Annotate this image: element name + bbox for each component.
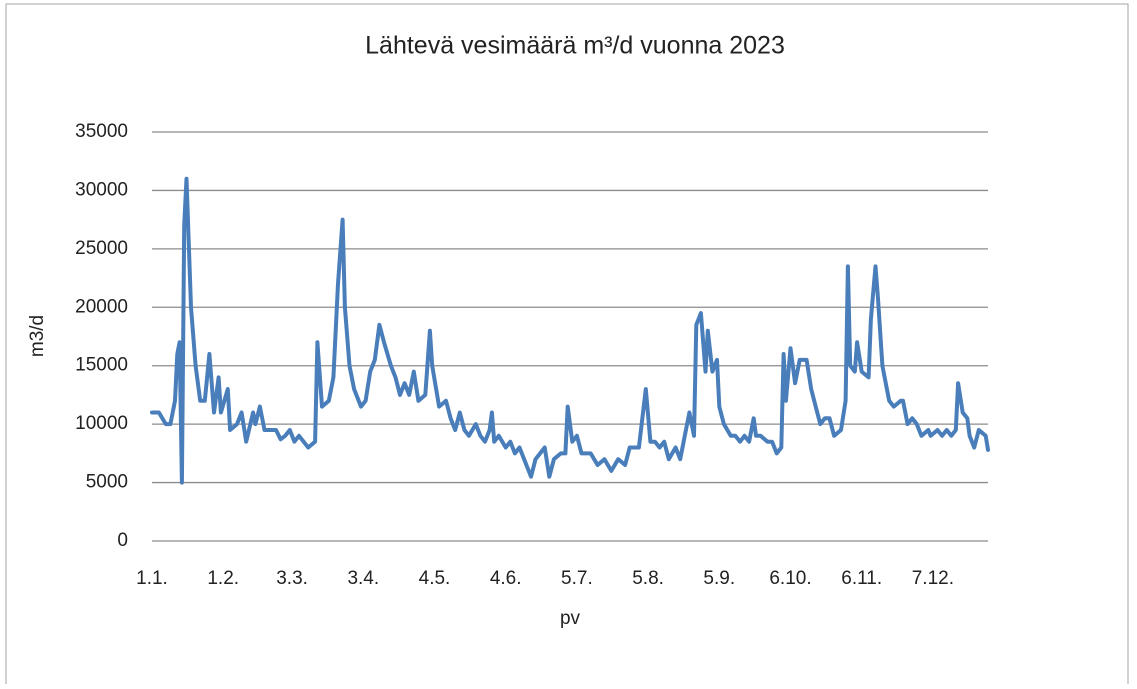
y-tick-label: 20000 bbox=[75, 296, 128, 317]
y-tick-label: 25000 bbox=[75, 238, 128, 259]
x-tick-label: 3.3. bbox=[276, 568, 308, 589]
y-axis-label: m3/d bbox=[27, 315, 48, 357]
x-tick-label: 4.6. bbox=[490, 568, 522, 589]
y-tick-label: 10000 bbox=[75, 413, 128, 434]
x-axis-label: pv bbox=[560, 608, 581, 629]
data-line bbox=[150, 176, 990, 485]
y-tick-label: 5000 bbox=[86, 472, 128, 493]
x-tick-label: 6.10. bbox=[769, 568, 811, 589]
y-tick-label: 0 bbox=[117, 530, 128, 551]
x-tick-label: 5.8. bbox=[632, 568, 664, 589]
y-tick-label: 15000 bbox=[75, 355, 128, 376]
x-tick-label: 1.1. bbox=[136, 568, 168, 589]
x-tick-label: 7.12. bbox=[912, 568, 954, 589]
x-tick-label: 3.4. bbox=[347, 568, 379, 589]
y-tick-label: 30000 bbox=[75, 179, 128, 200]
x-tick-label: 5.9. bbox=[703, 568, 735, 589]
x-tick-label: 4.5. bbox=[419, 568, 451, 589]
chart-title: Lähtevä vesimäärä m³/d vuonna 2023 bbox=[365, 32, 785, 60]
y-tick-label: 35000 bbox=[75, 121, 128, 142]
x-tick-label: 5.7. bbox=[561, 568, 593, 589]
x-tick-label: 6.11. bbox=[841, 568, 882, 589]
x-tick-label: 1.2. bbox=[207, 568, 239, 589]
